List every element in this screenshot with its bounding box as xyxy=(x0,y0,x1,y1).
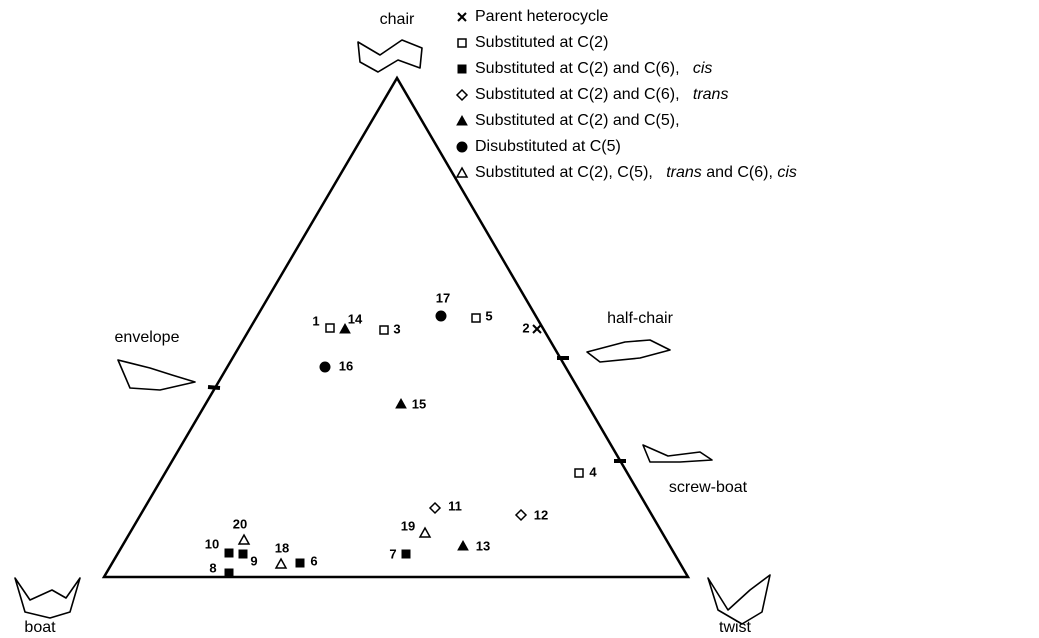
legend-entry: Substituted at C(2) xyxy=(475,34,608,51)
legend-text: Substituted at C(2) and C(5), xyxy=(475,112,680,129)
legend-text: cis xyxy=(777,164,797,181)
envelope-icon xyxy=(118,360,195,390)
legend-entry: Substituted at C(2) and C(6), cis xyxy=(475,60,712,77)
marker-square xyxy=(326,324,334,332)
twist-icon xyxy=(708,575,770,624)
marker-square xyxy=(380,326,388,334)
legend-text: Substituted at C(2) xyxy=(475,34,608,51)
marker-diamond xyxy=(430,503,440,513)
point-label: 2 xyxy=(522,320,529,335)
point-label: 19 xyxy=(401,518,415,533)
legend-entry: Parent heterocycle xyxy=(475,8,609,25)
point-label: 20 xyxy=(233,516,247,531)
legend-text: Substituted at C(2), C(5), xyxy=(475,164,666,181)
marker-triangle xyxy=(457,168,467,177)
marker-square xyxy=(472,314,480,322)
marker-diamond xyxy=(457,90,467,100)
point-label: 10 xyxy=(205,536,219,551)
legend-entry: Substituted at C(2) and C(5), xyxy=(475,112,680,129)
point-label: 3 xyxy=(393,321,400,336)
point-label: 4 xyxy=(589,464,597,479)
legend-text: trans xyxy=(666,164,702,181)
legend-text: cis xyxy=(693,60,713,77)
marker-triangle xyxy=(420,528,430,537)
point-label: 18 xyxy=(275,540,289,555)
point-label: 8 xyxy=(209,560,216,575)
marker-square xyxy=(225,569,233,577)
point-label: 1 xyxy=(312,313,319,328)
edge-tick xyxy=(208,387,220,388)
marker-triangle xyxy=(396,399,406,408)
marker-square xyxy=(458,65,466,73)
edge-label: screw-boat xyxy=(669,479,748,496)
marker-triangle xyxy=(458,541,468,550)
marker-square xyxy=(225,549,233,557)
marker-square xyxy=(575,469,583,477)
marker-square xyxy=(239,550,247,558)
marker-square xyxy=(458,39,466,47)
legend: Parent heterocycle Substituted at C(2) Sub… xyxy=(457,8,797,181)
legend-text: and C(6), xyxy=(702,164,778,181)
edge-label: envelope xyxy=(115,329,180,346)
marker-square xyxy=(402,550,410,558)
edge-label: half-chair xyxy=(607,310,673,327)
point-label: 12 xyxy=(534,507,548,522)
marker-circle xyxy=(457,142,467,152)
marker-x xyxy=(458,13,466,21)
legend-text: trans xyxy=(693,86,729,103)
marker-circle xyxy=(436,311,446,321)
diagram: chair boat twist envelope half-chair scr… xyxy=(0,0,1039,638)
legend-text: Disubstituted at C(5) xyxy=(475,138,621,155)
point-label: 9 xyxy=(250,553,257,568)
legend-text: Substituted at C(2) and C(6), xyxy=(475,86,693,103)
marker-diamond xyxy=(516,510,526,520)
point-label: 13 xyxy=(476,538,490,553)
point-label: 15 xyxy=(412,396,426,411)
marker-triangle xyxy=(239,535,249,544)
point-label: 17 xyxy=(436,290,450,305)
point-label: 16 xyxy=(339,358,353,373)
point-label: 11 xyxy=(448,498,462,513)
chair-icon xyxy=(358,40,422,72)
marker-square xyxy=(296,559,304,567)
points: 1 14 3 17 5 2 16 15 4 11 12 19 13 7 20 10 9 8 18 6 xyxy=(205,290,598,577)
marker-triangle xyxy=(276,559,286,568)
point-label: 5 xyxy=(485,308,492,323)
legend-entry: Disubstituted at C(5) xyxy=(475,138,621,155)
point-label: 6 xyxy=(310,553,317,568)
point-label: 7 xyxy=(389,546,396,561)
vertex-label: chair xyxy=(380,11,415,28)
legend-entry: Substituted at C(2) and C(6), trans xyxy=(475,86,728,103)
boat-icon xyxy=(15,578,80,618)
half-chair-icon xyxy=(587,340,670,362)
legend-text: Substituted at C(2) and C(6), xyxy=(475,60,693,77)
legend-entry: Substituted at C(2), C(5), trans and C(6… xyxy=(475,164,797,181)
screw-boat-icon xyxy=(643,445,712,462)
marker-circle xyxy=(320,362,330,372)
point-label: 14 xyxy=(348,311,363,326)
marker-x xyxy=(533,325,541,333)
marker-triangle xyxy=(457,116,467,125)
vertex-label: boat xyxy=(24,619,56,636)
legend-text: Parent heterocycle xyxy=(475,8,609,25)
